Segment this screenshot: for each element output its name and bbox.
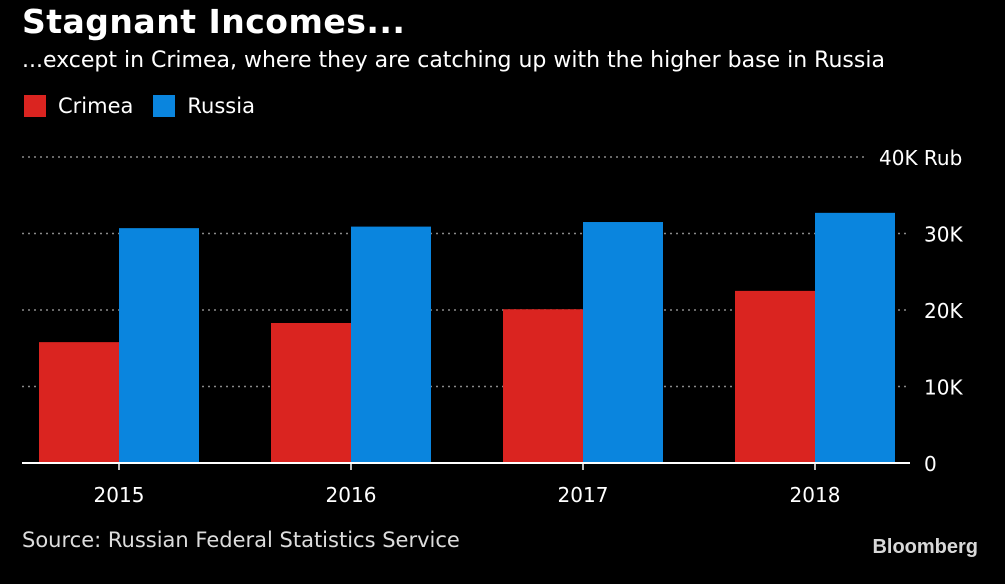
bar-russia-2018 — [815, 212, 895, 463]
legend-label-russia: Russia — [187, 94, 255, 118]
x-tick-label: 2018 — [790, 483, 841, 507]
bar-crimea-2016 — [271, 323, 351, 463]
y-tick-label: 40K Rub — [879, 146, 962, 170]
chart-title: Stagnant Incomes... — [22, 2, 406, 41]
bar-crimea-2015 — [39, 342, 119, 463]
legend-swatch-russia — [153, 95, 176, 117]
chart-subtitle: ...except in Crimea, where they are catc… — [22, 48, 885, 73]
tick-labels: 0 10K 20K 30K 40K Rub 2015 2016 2017 2018 — [94, 146, 964, 507]
y-tick-label: 30K — [924, 223, 963, 247]
legend-swatch-crimea — [24, 95, 46, 117]
y-tick-label: 0 — [924, 452, 937, 476]
x-tick-label: 2015 — [94, 483, 145, 507]
bloomberg-logo: Bloomberg — [872, 536, 978, 558]
legend-item-russia: Russia — [153, 94, 255, 118]
bar-russia-2017 — [583, 222, 663, 463]
y-tick-label: 10K — [924, 376, 963, 400]
bar-russia-2016 — [351, 226, 431, 463]
x-tick-label: 2017 — [558, 483, 609, 507]
legend-label-crimea: Crimea — [58, 94, 134, 118]
bar-crimea-2017 — [503, 309, 583, 463]
y-tick-label: 20K — [924, 299, 963, 323]
bars — [39, 212, 895, 463]
x-tick-label: 2016 — [326, 483, 377, 507]
x-axis — [22, 462, 910, 470]
bar-crimea-2018 — [735, 290, 815, 463]
legend: Crimea Russia — [24, 94, 275, 118]
legend-item-crimea: Crimea — [24, 94, 133, 118]
source-note: Source: Russian Federal Statistics Servi… — [22, 528, 460, 552]
bar-russia-2015 — [119, 228, 199, 463]
